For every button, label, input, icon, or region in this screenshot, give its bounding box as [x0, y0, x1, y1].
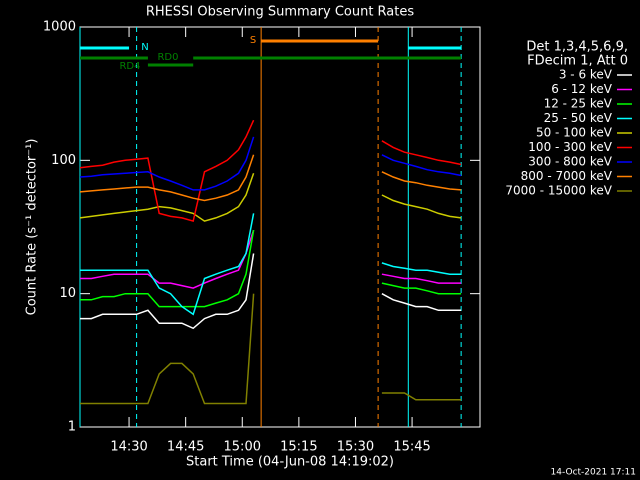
y-tick-label: 1000 — [43, 20, 76, 35]
flag-label: RD0 — [157, 52, 178, 63]
series-line — [80, 293, 462, 405]
series-line — [79, 136, 462, 191]
flag-label: S — [250, 35, 256, 46]
legend-label: 300 - 800 keV — [528, 155, 612, 169]
x-tick-label: 15:45 — [393, 440, 430, 455]
series-line — [79, 173, 462, 222]
footer: 14-Oct-2021 17:11 — [551, 468, 636, 478]
y-axis-label: Count Rate (s⁻¹ detector⁻¹) — [25, 139, 40, 316]
legend-header: FDecim 1, Att 0 — [527, 54, 628, 69]
legend-label: 25 - 50 keV — [544, 111, 613, 125]
x-tick-label: 14:30 — [110, 440, 147, 455]
flag-label: N — [141, 42, 148, 53]
x-axis-label: Start Time (04-Jun-08 14:19:02) — [186, 455, 394, 470]
series-line — [79, 154, 462, 202]
series-line — [80, 213, 462, 316]
legend-label: 50 - 100 keV — [536, 126, 613, 140]
x-tick-label: 15:30 — [337, 440, 374, 455]
legend-label: 7000 - 15000 keV — [505, 184, 612, 198]
plot-frame — [79, 26, 481, 428]
y-tick-label: 10 — [59, 286, 76, 301]
chart-title: RHESSI Observing Summary Count Rates — [146, 5, 415, 20]
legend-label: 100 - 300 keV — [528, 140, 612, 154]
series-line — [80, 229, 462, 289]
series-line — [79, 119, 462, 223]
legend-label: 12 - 25 keV — [544, 97, 613, 111]
legend-label: 3 - 6 keV — [559, 68, 613, 82]
y-tick-label: 1 — [68, 420, 76, 435]
legend-header: Det 1,3,4,5,6,9, — [526, 40, 628, 55]
legend-label: 6 - 12 keV — [551, 82, 613, 96]
x-tick-label: 15:00 — [224, 440, 261, 455]
legend-label: 800 - 7000 keV — [521, 169, 613, 183]
series-line — [80, 253, 462, 330]
y-tick-label: 100 — [51, 153, 76, 168]
series-line — [80, 229, 462, 308]
flag-label: RD4 — [119, 61, 140, 72]
x-tick-label: 15:15 — [280, 440, 317, 455]
x-tick-label: 14:45 — [167, 440, 204, 455]
